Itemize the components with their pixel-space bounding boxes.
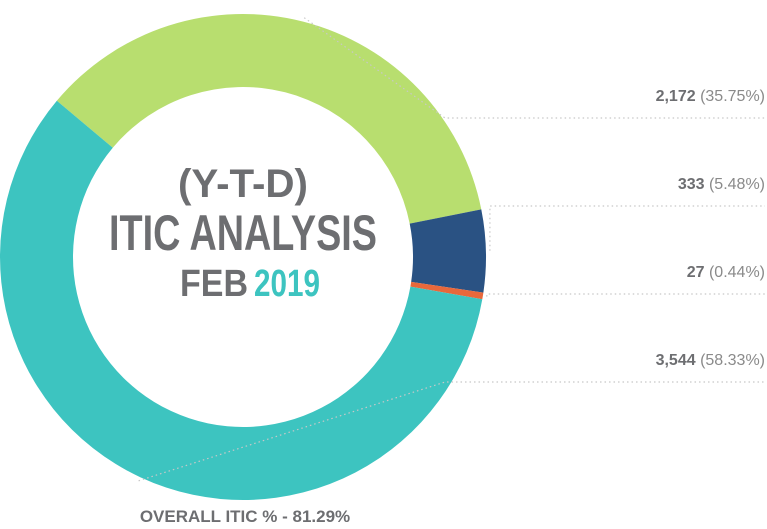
value-label: 333 (5.48%) xyxy=(678,176,765,193)
leader-line xyxy=(486,293,765,297)
center-year: 2019 xyxy=(254,263,320,305)
value-percent: (0.44%) xyxy=(709,264,765,281)
center-line-1: (Y-T-D) xyxy=(178,162,308,206)
value-label: 27 (0.44%) xyxy=(687,264,765,281)
wedge xyxy=(410,281,484,300)
leader-line xyxy=(489,205,765,251)
wedge xyxy=(56,14,482,224)
wedge xyxy=(0,100,483,500)
value-count: 2,172 xyxy=(656,88,696,105)
value-count: 27 xyxy=(687,264,705,281)
value-percent: (58.33%) xyxy=(700,352,765,369)
center-line-2: ITIC ANALYSIS xyxy=(109,205,377,261)
value-percent: (35.75%) xyxy=(700,88,765,105)
value-count: 333 xyxy=(678,176,705,193)
value-count: 3,544 xyxy=(656,352,696,369)
wedge xyxy=(409,209,486,293)
value-percent: (5.48%) xyxy=(709,176,765,193)
footer: OVERALL ITIC % - 81.29% xyxy=(140,507,350,526)
center-month: FEB xyxy=(180,263,248,305)
value-label: 3,544 (58.33%) xyxy=(656,352,765,369)
donut xyxy=(0,14,486,500)
value-label: 2,172 (35.75%) xyxy=(656,88,765,105)
